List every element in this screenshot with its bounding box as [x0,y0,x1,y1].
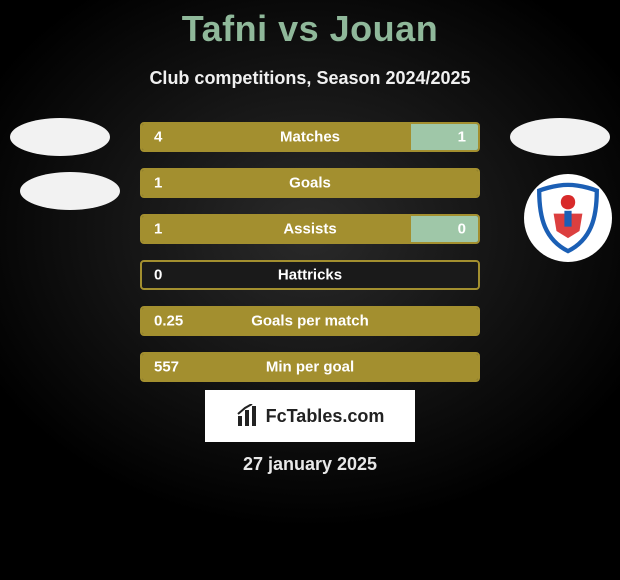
metric-left-value: 1 [154,221,162,238]
bar-right-fill [411,216,478,242]
metric-label: Hattricks [278,267,342,284]
metric-row: 557 Min per goal [140,352,480,382]
comparison-bars: 4 Matches 1 1 Goals 1 Assists 0 0 Hattricks 0.25 Go… [140,122,480,398]
metric-left-value: 0 [154,267,162,284]
shield-icon [532,182,604,254]
player-right-avatar [510,118,610,156]
metric-row: 4 Matches 1 [140,122,480,152]
metric-left-value: 557 [154,359,179,376]
metric-row: 0 Hattricks [140,260,480,290]
watermark-badge: FcTables.com [205,390,415,442]
metric-row: 1 Goals [140,168,480,198]
player-left-avatar-2 [20,172,120,210]
club-badge-right [524,174,612,262]
metric-row: 1 Assists 0 [140,214,480,244]
bar-right-fill [411,124,478,150]
bar-left-fill [142,216,411,242]
metric-label: Matches [280,129,340,146]
watermark-text: FcTables.com [266,406,385,427]
metric-left-value: 4 [154,129,162,146]
player-left-avatar-1 [10,118,110,156]
bar-left-fill [142,124,411,150]
date-stamp: 27 january 2025 [243,454,377,475]
metric-left-value: 1 [154,175,162,192]
chart-icon [236,404,260,428]
metric-label: Goals [289,175,331,192]
page-subtitle: Club competitions, Season 2024/2025 [0,68,620,89]
metric-right-value: 0 [458,221,466,238]
metric-row: 0.25 Goals per match [140,306,480,336]
metric-label: Assists [283,221,336,238]
metric-left-value: 0.25 [154,313,183,330]
metric-right-value: 1 [458,129,466,146]
page-title: Tafni vs Jouan [0,0,620,50]
metric-label: Min per goal [266,359,354,376]
metric-label: Goals per match [251,313,369,330]
